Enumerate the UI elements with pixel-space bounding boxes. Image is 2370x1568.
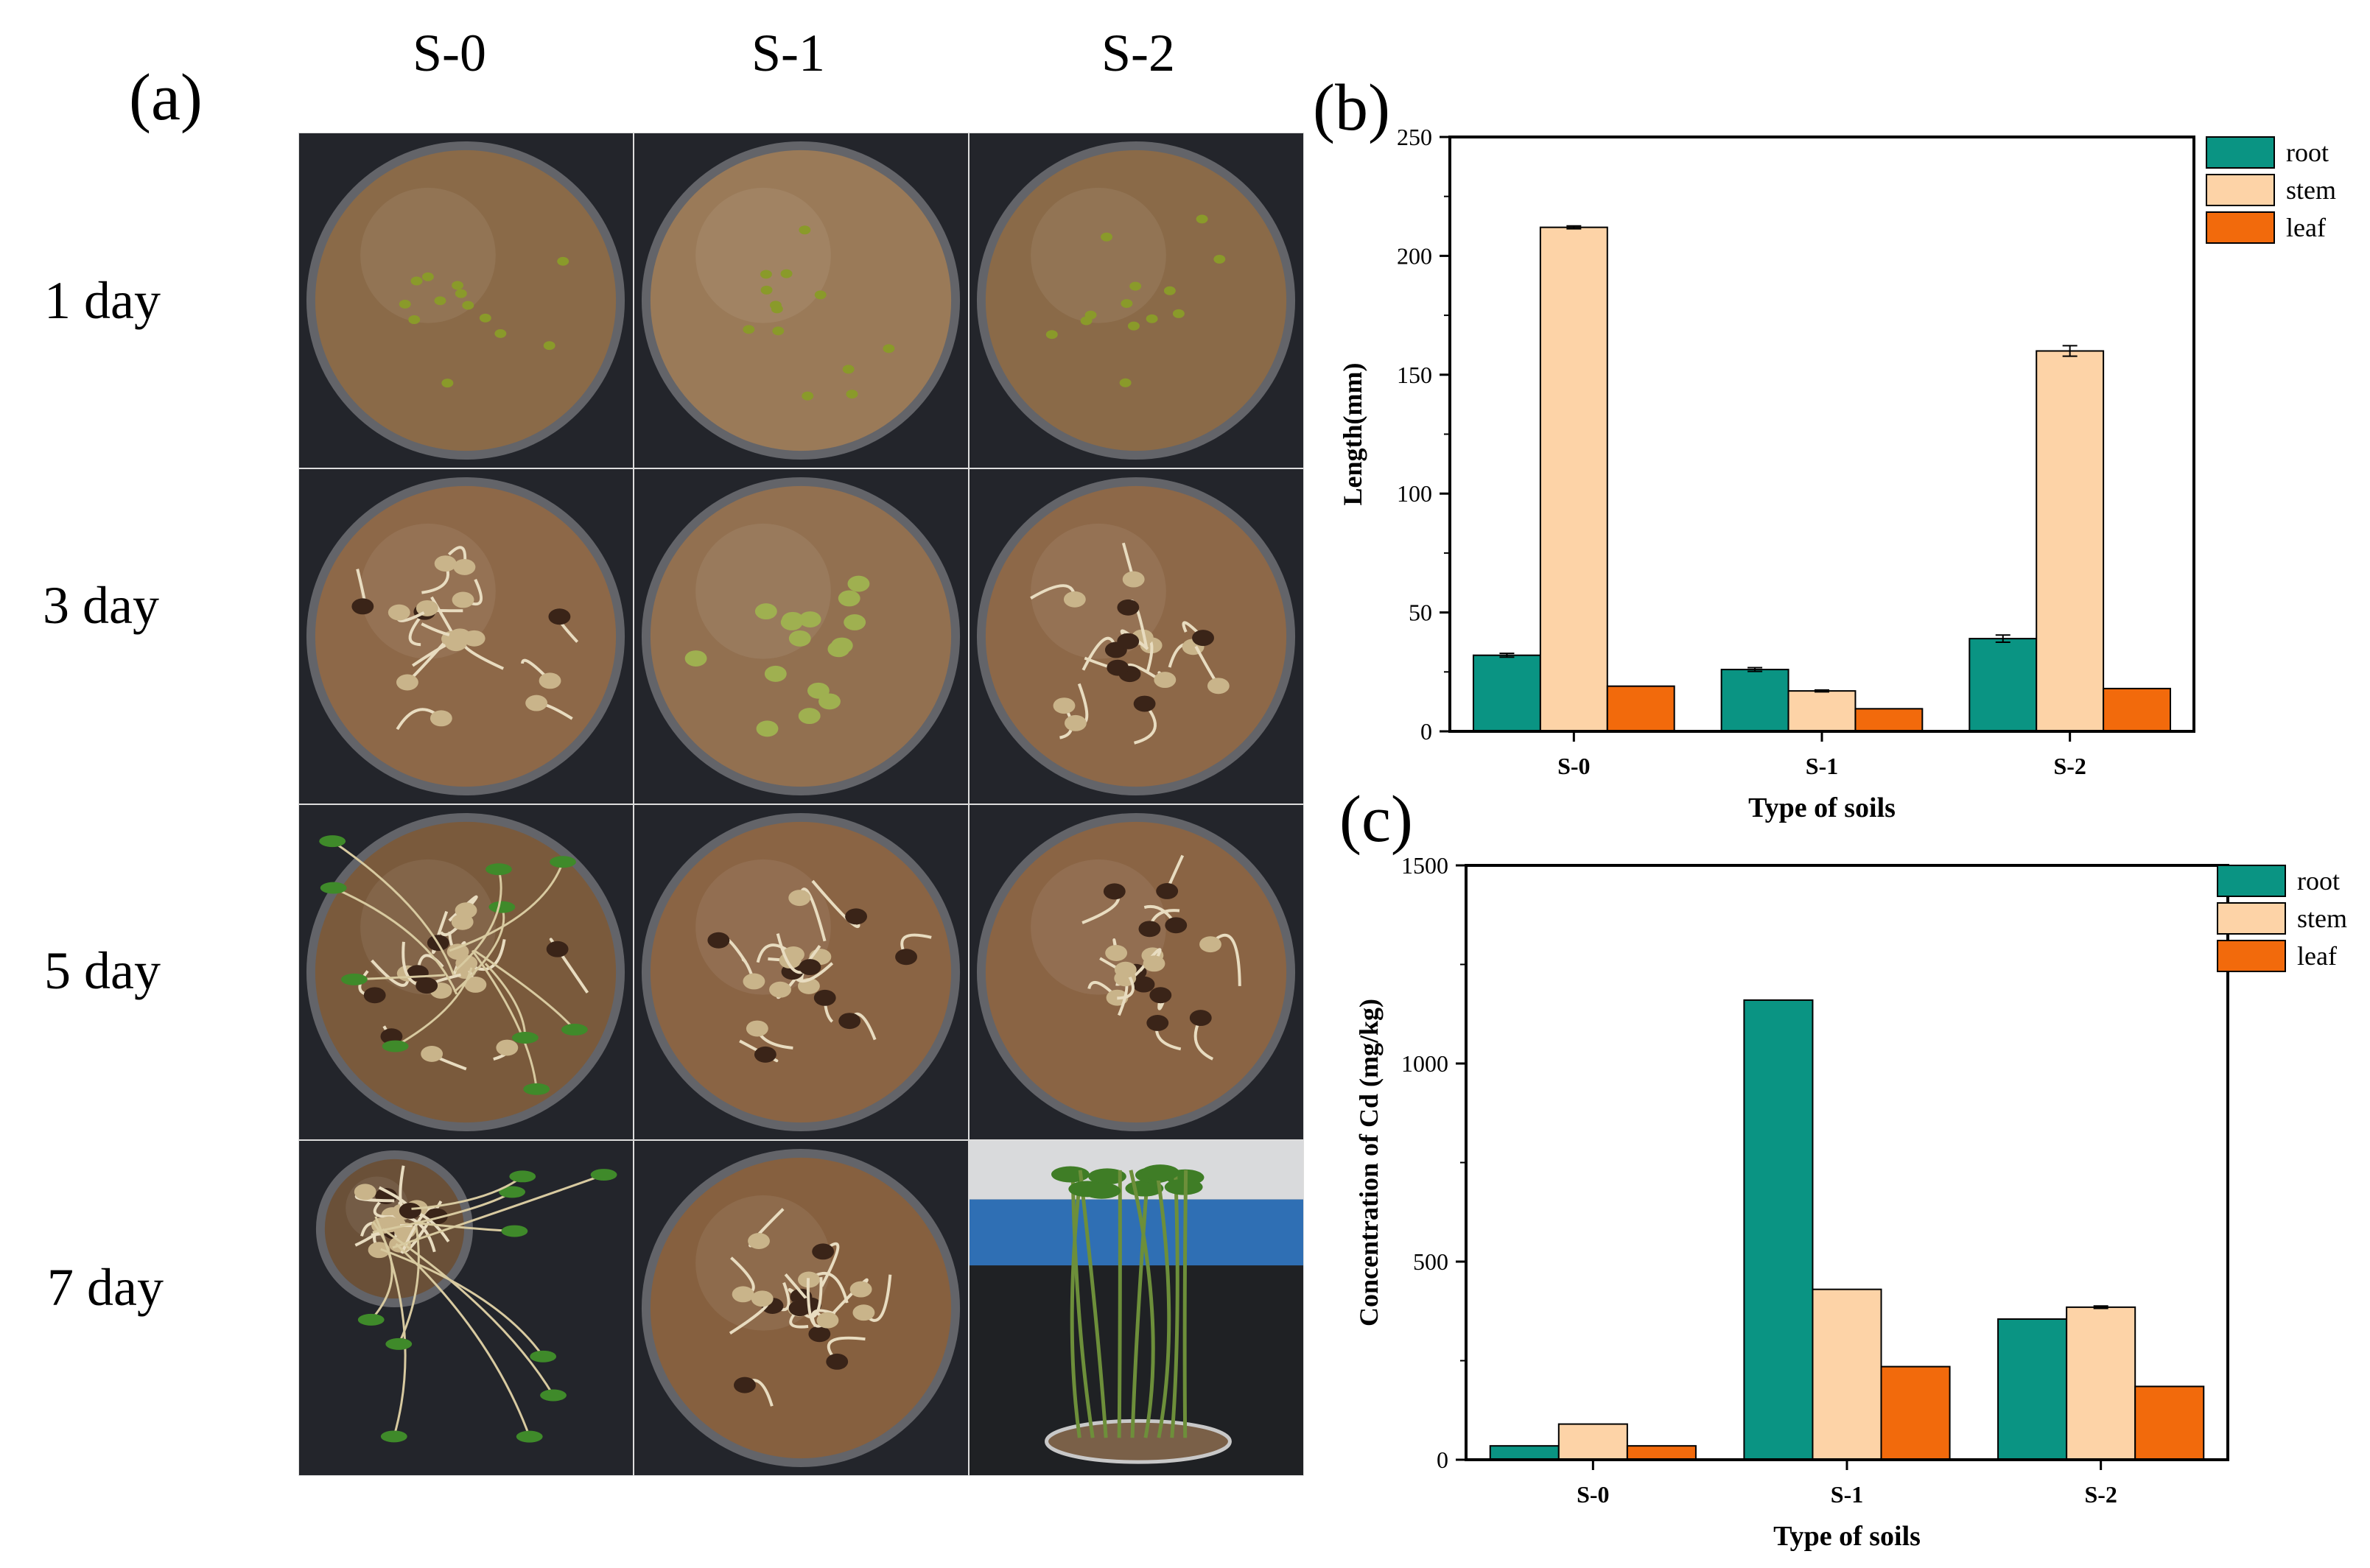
bar-leaf-S-2 [2134,1385,2205,1460]
plot-frame [1465,864,2229,1461]
bar-leaf-S-0 [1626,1445,1697,1460]
y-tick-label: 500 [1413,1248,1448,1275]
petri-dish-image [299,469,633,804]
photo-s1-day1 [634,133,969,468]
length-bar-chart: 0 50 100 150 200 250 S-0 S-1 S-2 Type of soils Len… [1338,124,2336,823]
photo-s0-day5 [298,804,634,1140]
y-tick-label: 250 [1397,124,1432,150]
y-tick-label: 0 [1437,1446,1448,1473]
legend-label-stem: stem [2297,904,2347,933]
legend-label-leaf: leaf [2297,941,2337,971]
y-tick-label: 1500 [1401,852,1448,879]
y-tick-label: 150 [1397,362,1432,388]
bar-stem-S-2 [2066,1306,2136,1460]
photo-s2-day3 [969,468,1304,804]
legend-swatch-leaf [2217,940,2286,972]
photo-s0-day7 [298,1140,634,1476]
y-tick-label: 50 [1409,600,1432,626]
column-label-s2: S-2 [1101,24,1176,82]
petri-dish-image [970,133,1303,468]
cd-concentration-bar-chart: 0 500 1000 1500 S-0 S-1 S-2 Type of soils Concen… [1354,852,2347,1552]
x-tick-label: S-1 [1806,753,1838,779]
photo-s0-day3 [298,468,634,804]
legend-label-root: root [2297,866,2340,896]
column-label-s1: S-1 [751,24,826,82]
legend-label-stem: stem [2286,175,2336,205]
legend-swatch-stem [2217,902,2286,935]
photo-s1-day7 [634,1140,969,1476]
panel-c-label: (c) [1339,783,1413,856]
bar-leaf-S-1 [1854,708,1924,732]
bar-root-S-1 [1720,669,1789,733]
plot-frame [1448,136,2195,733]
x-tick-label: S-2 [2053,753,2086,779]
petri-dish-image [970,469,1303,804]
x-tick-label: S-0 [1557,753,1590,779]
x-tick-label: S-2 [2084,1481,2117,1508]
panel-a-label: (a) [129,61,203,134]
row-label-day5: 5 day [44,941,161,1000]
bar-root-S-1 [1743,999,1814,1461]
y-axis-title: Length(mm) [1338,363,1367,506]
petri-dish-image [970,805,1303,1139]
x-axis-title: Type of soils [1773,1521,1921,1552]
x-tick-label: S-1 [1831,1481,1863,1508]
panel-b-label: (b) [1313,71,1390,144]
row-label-day7: 7 day [47,1258,164,1317]
petri-dish-image [299,1141,633,1475]
legend-swatch-stem [2206,174,2275,206]
y-tick-label: 100 [1397,480,1432,507]
photo-s1-day5 [634,804,969,1140]
photo-s2-day1 [969,133,1304,468]
bar-root-S-2 [1997,1318,2068,1461]
petri-dish-image [299,805,633,1139]
bar-stem-S-2 [2036,350,2105,732]
bar-stem-S-1 [1812,1288,1882,1460]
bar-stem-S-0 [1557,1423,1628,1461]
photo-grid [298,133,1304,1477]
photo-s1-day3 [634,468,969,804]
x-axis-title: Type of soils [1748,792,1896,823]
petri-dish-image [299,133,633,468]
petri-dish-image [634,133,968,468]
legend-swatch-root [2217,865,2286,897]
row-label-day3: 3 day [43,576,159,635]
petri-dish-image [634,805,968,1139]
petri-dish-image [634,1141,968,1475]
row-label-day1: 1 day [44,271,161,330]
bar-leaf-S-2 [2103,687,2172,732]
bar-stem-S-1 [1787,690,1857,733]
petri-dish-image [634,469,968,804]
bar-root-S-2 [1968,638,2038,732]
y-tick-label: 200 [1397,242,1432,269]
legend-swatch-root [2206,136,2275,169]
bar-root-S-0 [1472,654,1541,732]
photo-s0-day1 [298,133,634,468]
legend-label-leaf: leaf [2286,213,2326,242]
bar-leaf-S-1 [1880,1365,1951,1461]
legend-label-root: root [2286,138,2329,167]
x-tick-label: S-0 [1577,1481,1609,1508]
y-tick-label: 1000 [1401,1050,1448,1077]
y-tick-label: 0 [1420,718,1432,745]
bar-leaf-S-0 [1606,685,1675,733]
bar-stem-S-0 [1539,226,1608,732]
column-label-s0: S-0 [412,24,487,82]
bar-root-S-0 [1489,1445,1560,1460]
petri-dish-image [970,1141,1303,1475]
legend-swatch-leaf [2206,211,2275,244]
y-axis-title: Concentration of Cd (mg/kg) [1354,999,1384,1326]
photo-s2-day5 [969,804,1304,1140]
photo-s2-day7 [969,1140,1304,1476]
